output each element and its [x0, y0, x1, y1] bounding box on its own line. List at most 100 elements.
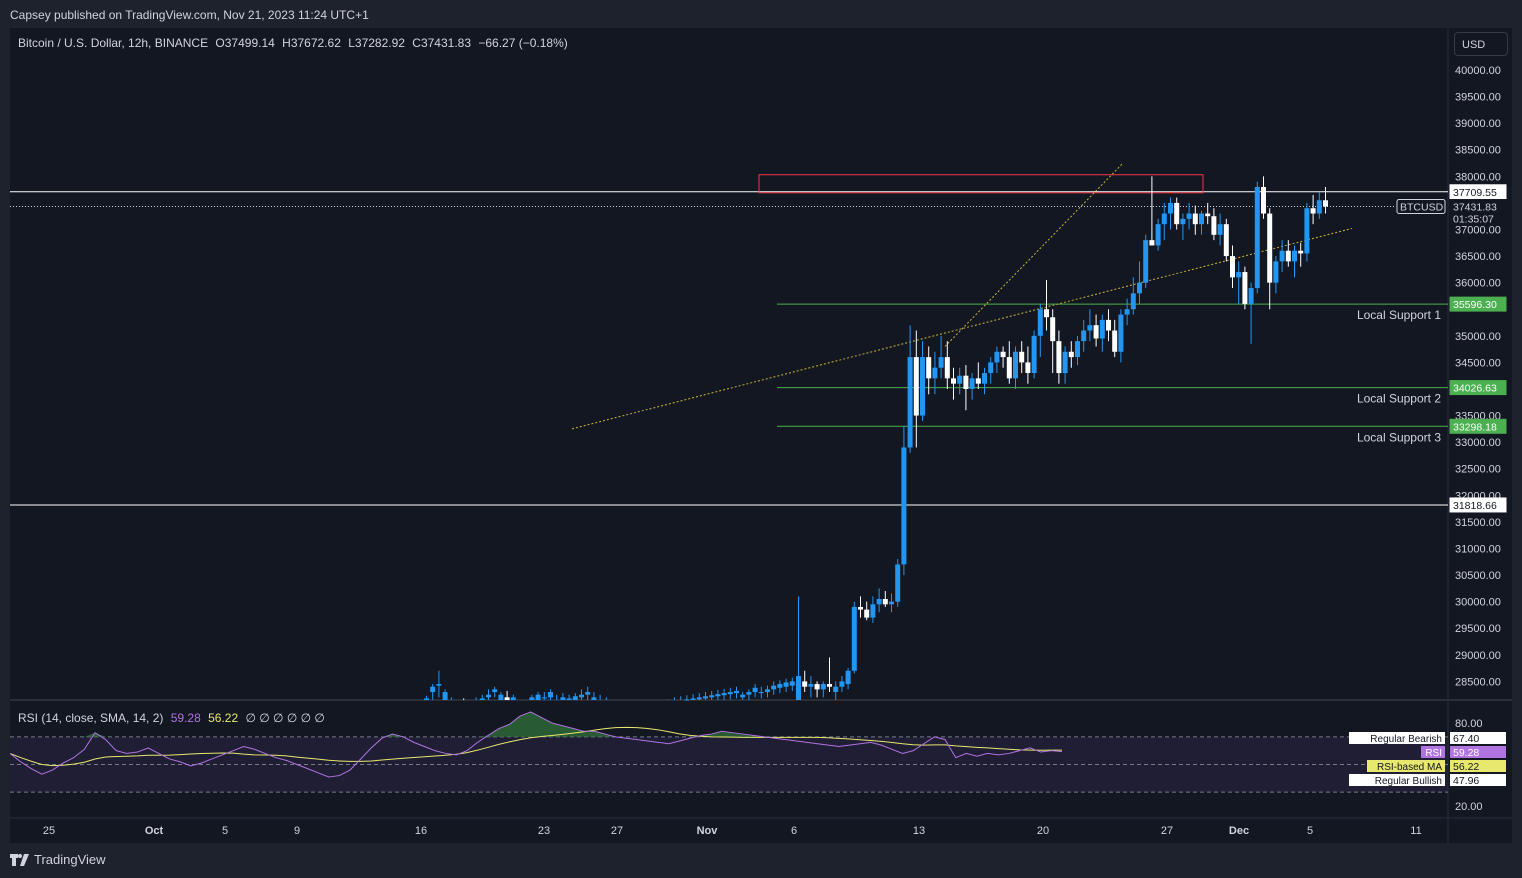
candle-body[interactable] — [957, 375, 963, 384]
candle-body[interactable] — [1056, 341, 1062, 374]
candle-body[interactable] — [1205, 213, 1211, 217]
candle-body[interactable] — [975, 378, 981, 384]
candle-body[interactable] — [1143, 240, 1149, 283]
candle-body[interactable] — [1087, 325, 1093, 331]
candle-body[interactable] — [808, 684, 814, 687]
candle-body[interactable] — [1174, 202, 1180, 225]
chart-frame[interactable]: 40000.00 39500.00 39000.00 38500.00 38000.00… — [10, 28, 1512, 843]
candle-body[interactable] — [1118, 314, 1124, 352]
candle-body[interactable] — [994, 351, 1000, 363]
candle-body[interactable] — [1006, 357, 1012, 379]
candle-body[interactable] — [814, 684, 820, 690]
candle-body[interactable] — [1254, 186, 1260, 288]
candle-body[interactable] — [541, 697, 547, 699]
candle-body[interactable] — [585, 692, 591, 695]
candle-body[interactable] — [913, 357, 919, 416]
candle-body[interactable] — [1000, 351, 1006, 358]
candle-body[interactable] — [864, 609, 870, 618]
candle-body[interactable] — [783, 682, 789, 687]
candle-body[interactable] — [895, 564, 901, 602]
candle-body[interactable] — [796, 676, 801, 700]
currency-button[interactable]: USD — [1454, 32, 1508, 56]
candle-body[interactable] — [442, 692, 448, 700]
candle-body[interactable] — [1242, 272, 1248, 304]
candle-body[interactable] — [740, 694, 746, 698]
candle-body[interactable] — [907, 357, 913, 448]
candle-body[interactable] — [1013, 351, 1018, 379]
rsi-line[interactable] — [10, 711, 1063, 778]
candle-body[interactable] — [709, 695, 715, 698]
candle-body[interactable] — [486, 694, 491, 698]
candle-body[interactable] — [1037, 309, 1043, 336]
candle-body[interactable] — [1025, 362, 1031, 374]
candle-body[interactable] — [430, 686, 436, 693]
candle-body[interactable] — [1248, 287, 1254, 304]
candle-body[interactable] — [424, 698, 429, 700]
candle-body[interactable] — [690, 698, 696, 700]
candle-body[interactable] — [1019, 351, 1025, 363]
candle-body[interactable] — [746, 692, 752, 695]
candle-body[interactable] — [944, 357, 950, 379]
candle-body[interactable] — [1304, 208, 1310, 254]
candle-body[interactable] — [727, 692, 733, 695]
candle-body[interactable] — [1106, 319, 1111, 331]
candle-body[interactable] — [1062, 351, 1068, 374]
candle-body[interactable] — [566, 698, 572, 700]
candle-body[interactable] — [1130, 293, 1136, 310]
candle-body[interactable] — [1230, 256, 1235, 278]
candle-body[interactable] — [1310, 208, 1316, 214]
candle-body[interactable] — [982, 373, 987, 384]
candle-body[interactable] — [1292, 250, 1297, 262]
candle-body[interactable] — [932, 367, 938, 379]
candle-body[interactable] — [920, 357, 925, 416]
candle-body[interactable] — [529, 697, 535, 700]
candle-body[interactable] — [901, 447, 907, 565]
candle-body[interactable] — [802, 681, 808, 687]
candle-body[interactable] — [1137, 282, 1142, 294]
candle-body[interactable] — [560, 697, 566, 700]
candle-body[interactable] — [858, 606, 863, 610]
candle-body[interactable] — [1093, 325, 1099, 339]
candle-body[interactable] — [1168, 202, 1173, 214]
candle-body[interactable] — [988, 362, 994, 374]
candle-body[interactable] — [1223, 224, 1229, 257]
candle-body[interactable] — [771, 685, 777, 690]
candle-body[interactable] — [845, 670, 851, 685]
resistance-zone-box[interactable] — [758, 174, 1204, 194]
candle-body[interactable] — [777, 684, 783, 688]
candle-body[interactable] — [1186, 213, 1192, 219]
candle-body[interactable] — [1273, 261, 1279, 283]
candle-body[interactable] — [1124, 309, 1130, 315]
candle-body[interactable] — [479, 698, 485, 700]
candle-body[interactable] — [833, 686, 839, 693]
candle-body[interactable] — [876, 598, 882, 605]
candle-body[interactable] — [1031, 335, 1037, 374]
candle-body[interactable] — [579, 694, 584, 698]
candle-body[interactable] — [1068, 351, 1074, 358]
candle-body[interactable] — [1279, 250, 1285, 262]
candle-body[interactable] — [963, 375, 969, 389]
candle-body[interactable] — [548, 692, 553, 698]
candle-body[interactable] — [715, 694, 721, 697]
candle-body[interactable] — [839, 681, 845, 687]
candle-body[interactable] — [1099, 319, 1105, 339]
candle-body[interactable] — [1155, 224, 1161, 246]
candle-body[interactable] — [789, 681, 795, 686]
candle-body[interactable] — [765, 689, 770, 693]
candle-body[interactable] — [938, 357, 944, 368]
candle-body[interactable] — [1217, 224, 1223, 235]
candle-body[interactable] — [752, 687, 758, 693]
candle-body[interactable] — [851, 606, 857, 671]
candle-body[interactable] — [572, 696, 578, 700]
candle-body[interactable] — [827, 684, 832, 687]
candle-body[interactable] — [1050, 317, 1056, 342]
candle-body[interactable] — [882, 598, 888, 605]
rsi-ma-line[interactable] — [10, 726, 1063, 767]
candle-body[interactable] — [1236, 272, 1242, 278]
candle-body[interactable] — [510, 697, 516, 700]
candle-body[interactable] — [1199, 213, 1204, 225]
candle-body[interactable] — [870, 604, 876, 618]
candle-body[interactable] — [734, 690, 739, 694]
candle-body[interactable] — [1161, 213, 1167, 225]
candle-body[interactable] — [535, 694, 541, 700]
